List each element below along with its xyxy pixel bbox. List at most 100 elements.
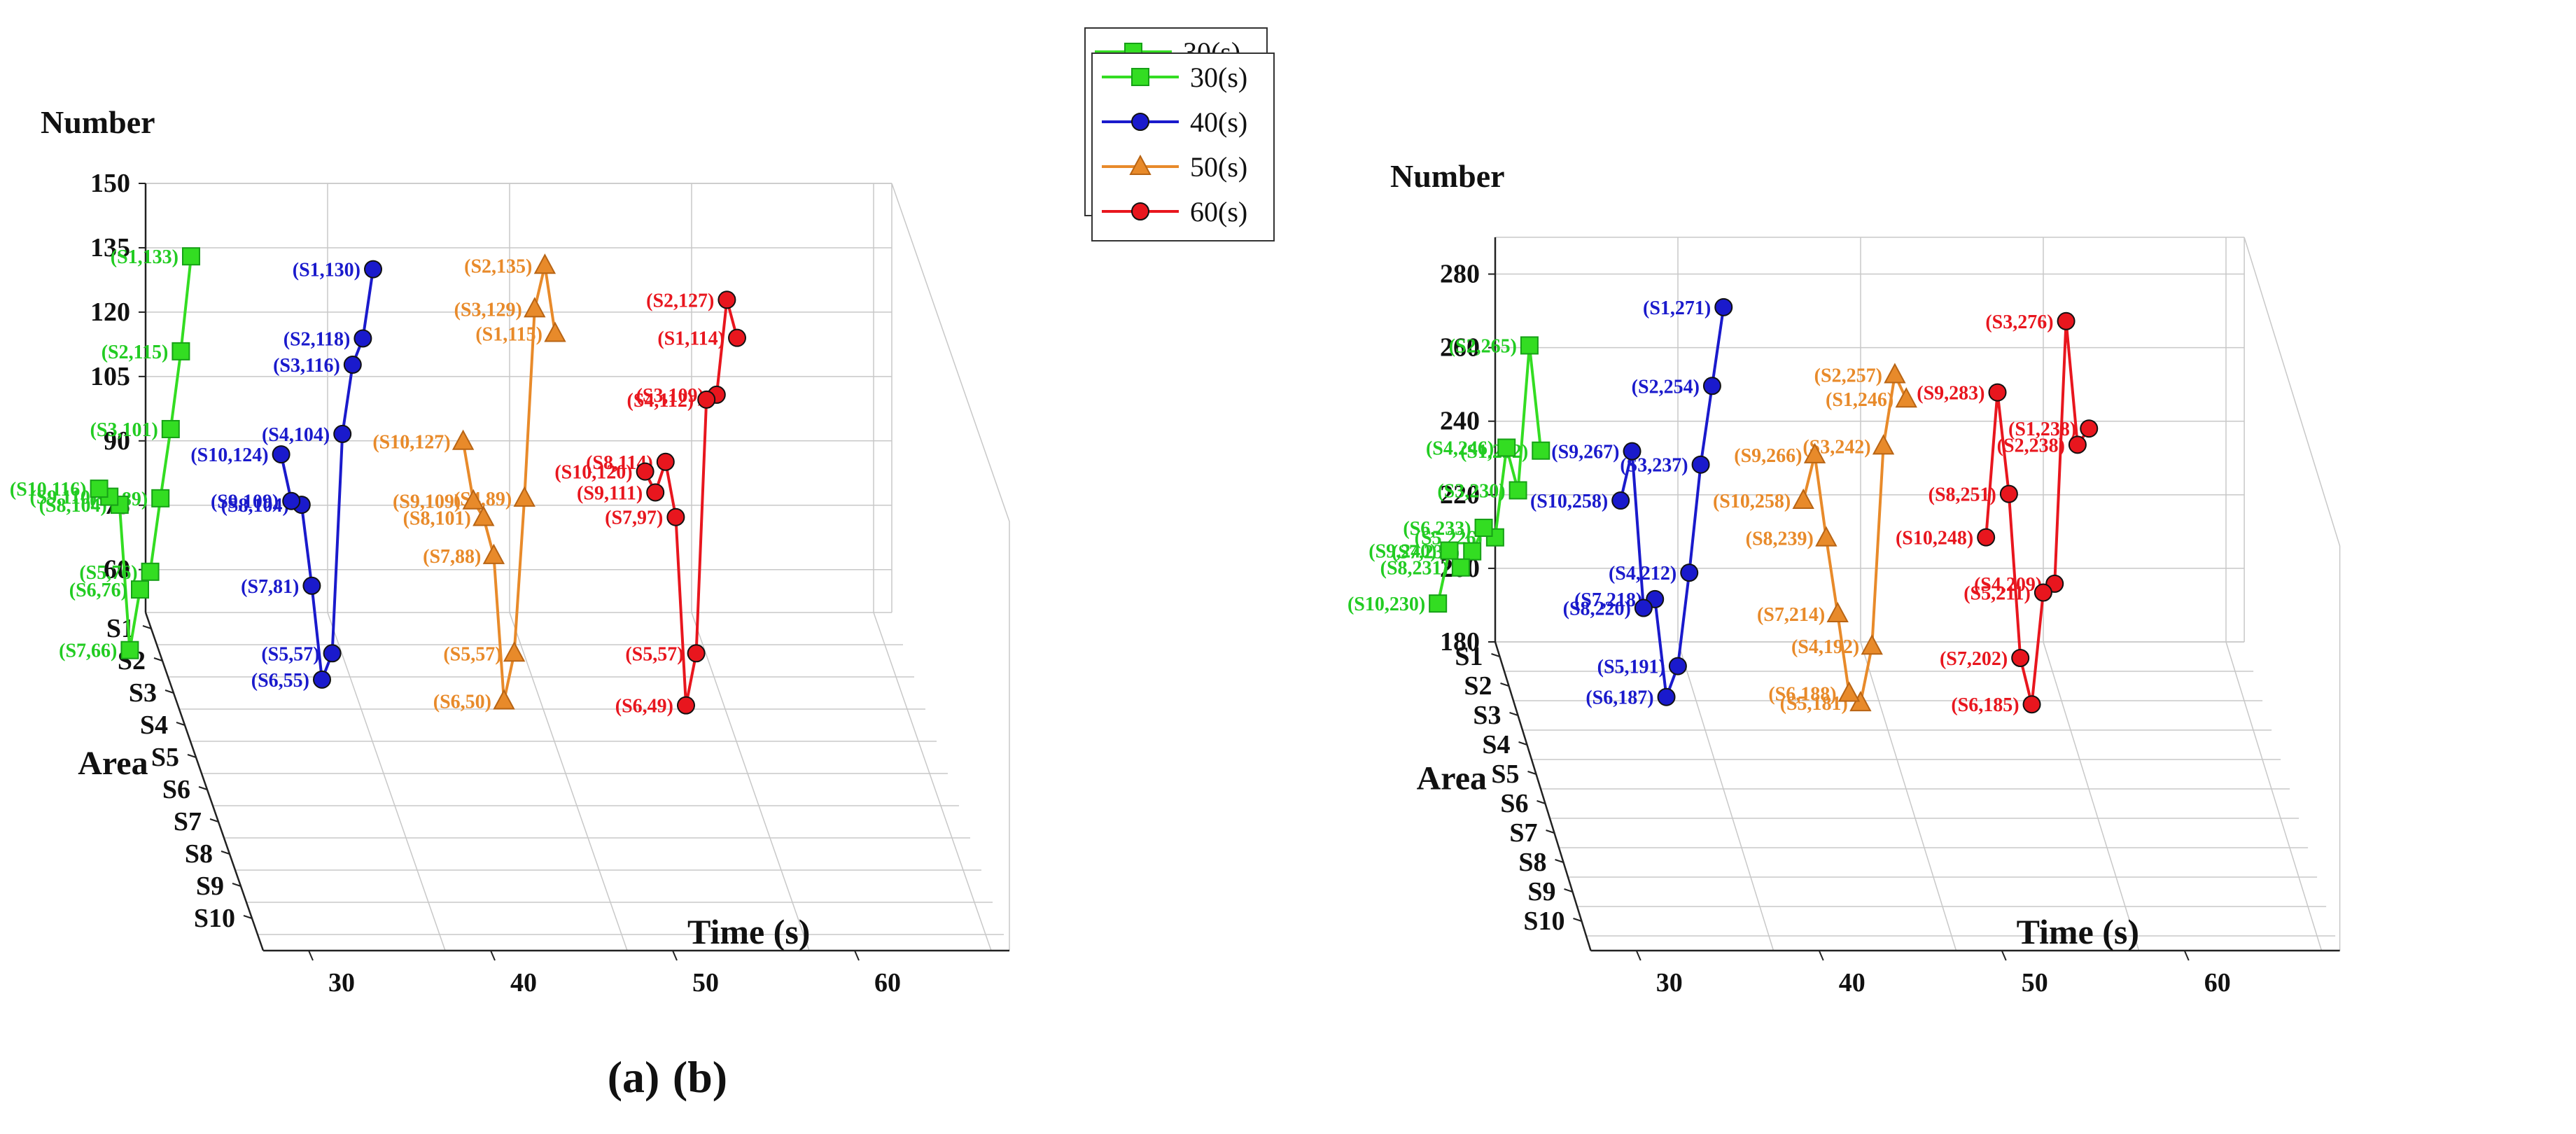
data-label: (S1,246) — [1826, 389, 1893, 411]
y-tick-mark — [1518, 741, 1527, 746]
data-label: (S3,116) — [273, 355, 340, 377]
data-point — [1691, 455, 1710, 474]
data-label: (S4,212) — [1609, 563, 1676, 584]
data-point — [323, 644, 342, 663]
axes — [1494, 237, 2340, 952]
data-label: (S9,267) — [1551, 442, 1619, 463]
right-wall — [891, 183, 1010, 951]
data-label: (S10,127) — [372, 432, 450, 454]
data-label: (S8,220) — [1563, 598, 1631, 620]
data-point — [656, 452, 675, 471]
data-label: (S9,283) — [1917, 383, 1984, 405]
y-tick-label: S3 — [129, 678, 157, 708]
series-50s: (S1,246)(S2,257)(S3,242)(S4,192)(S5,181)… — [1713, 363, 1917, 715]
x-tick-label: 50 — [692, 968, 719, 997]
data-point — [1803, 442, 1826, 463]
series-60s: (S1,238)(S2,238) (S3,276) (S4,209)(S5,211)… — [1896, 312, 2099, 716]
z-tick-label: 135 — [90, 233, 130, 262]
z-tick-label: 90 — [104, 426, 130, 456]
data-point — [1440, 541, 1459, 560]
y-tick-mark — [142, 625, 152, 629]
data-label: (S10,230) — [1348, 594, 1425, 615]
data-label: (S3,101) — [90, 419, 158, 441]
data-point — [1634, 598, 1653, 617]
data-label: (S5,76) — [79, 562, 137, 584]
data-label: (S3,230) — [1437, 480, 1505, 502]
data-label: (S4,192) — [1791, 636, 1859, 658]
y-tick-label: S2 — [1464, 671, 1492, 701]
data-point — [1508, 481, 1527, 500]
data-label: (S6,49) — [615, 696, 673, 718]
series-30s: (S1,232)(S2,265)(S3,230)(S4,246)(S5,226)… — [1348, 335, 1550, 615]
data-label: (S10,258) — [1530, 491, 1608, 512]
x-tick-mark — [308, 950, 314, 961]
data-label: (S10,124) — [190, 444, 268, 466]
floor-grid-line — [2043, 641, 2140, 951]
data-point — [1702, 377, 1721, 396]
data-point — [172, 342, 190, 360]
data-label: (S2,135) — [464, 255, 532, 277]
axes — [144, 183, 1009, 952]
data-point — [1668, 657, 1687, 676]
data-label: (S6,76) — [69, 580, 127, 601]
chart-panel-a: 150135120105907560NumberS1S2S3S4S5S6S7S8… — [10, 27, 1268, 1102]
data-label: (S1,271) — [1643, 298, 1711, 319]
z-tick-label: 220 — [1440, 480, 1480, 510]
y-axis-title: Area — [1417, 760, 1487, 797]
data-point — [2011, 649, 2030, 667]
series-line — [643, 299, 738, 706]
y-tick-label: S4 — [1482, 730, 1510, 760]
data-label: (S8,251) — [1928, 484, 1996, 506]
data-label: (S6,188) — [1768, 683, 1836, 705]
y-tick-mark — [1536, 800, 1546, 804]
y-tick-mark — [1573, 918, 1582, 922]
legend-marker — [1131, 68, 1149, 86]
x-tick-mark — [2183, 950, 2190, 961]
z-tick-label: 260 — [1440, 333, 1480, 363]
data-point — [1977, 528, 1996, 547]
legend-label: 50(s) — [1190, 151, 1247, 183]
x-tick-mark — [1818, 950, 1824, 961]
y-tick-label: S10 — [1523, 906, 1564, 936]
x-tick-label: 40 — [510, 968, 537, 997]
y-tick-label: S7 — [1509, 818, 1537, 848]
data-point — [677, 696, 695, 715]
y-axis-line — [1494, 641, 1592, 951]
data-label: (S9,111) — [577, 482, 643, 504]
y-tick-mark — [1546, 830, 1555, 834]
z-tick-label: 105 — [90, 362, 130, 391]
data-point — [2022, 695, 2041, 714]
data-point — [544, 321, 566, 342]
data-label: (S5,211) — [1963, 583, 2031, 605]
data-point — [493, 689, 515, 710]
y-tick-mark — [1564, 888, 1573, 892]
y-tick-mark — [220, 850, 230, 855]
y-tick-label: S6 — [1500, 789, 1528, 818]
floor-grid-line — [873, 612, 992, 951]
data-point — [2033, 583, 2052, 602]
data-label: (S4,246) — [1426, 438, 1494, 460]
x-tick-mark — [672, 950, 678, 961]
z-tick-label: 150 — [90, 169, 130, 198]
y-tick-mark — [243, 915, 253, 919]
y-tick-label: S8 — [185, 839, 213, 869]
axis-grid — [1494, 237, 2341, 951]
series-line — [1984, 321, 2090, 705]
data-point — [1451, 558, 1470, 577]
data-label: (S5,57) — [625, 643, 683, 665]
data-point — [1611, 491, 1630, 510]
data-label: (S1,133) — [111, 246, 178, 268]
data-point — [364, 260, 382, 279]
data-point — [1815, 526, 1837, 547]
panel-label: (a) — [608, 1052, 660, 1102]
data-label: (S2,254) — [1632, 376, 1700, 398]
data-point — [687, 644, 706, 663]
data-label: (S1,114) — [657, 328, 724, 350]
data-label: (S5,181) — [1780, 693, 1848, 715]
y-tick-mark — [164, 690, 174, 694]
data-point — [1497, 438, 1516, 457]
data-point — [1623, 442, 1642, 461]
data-point — [1988, 383, 2007, 402]
y-tick-mark — [187, 754, 197, 758]
